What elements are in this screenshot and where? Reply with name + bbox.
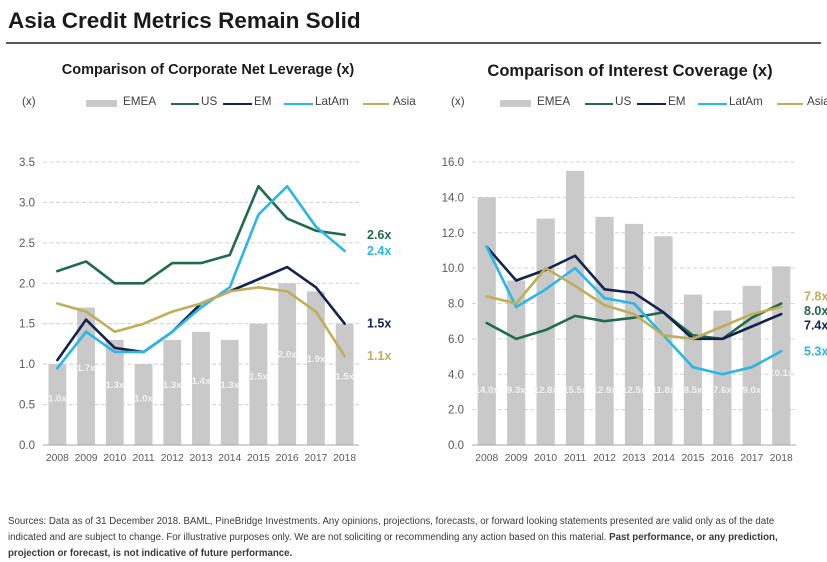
svg-text:1.3x: 1.3x <box>105 380 124 391</box>
svg-text:1.0x: 1.0x <box>134 393 153 404</box>
svg-text:2011: 2011 <box>564 453 586 464</box>
svg-text:1.7x: 1.7x <box>77 363 96 374</box>
svg-text:1.9x: 1.9x <box>307 354 326 365</box>
svg-text:2012: 2012 <box>593 453 616 464</box>
svg-text:2.0: 2.0 <box>19 278 35 290</box>
svg-text:1.4x: 1.4x <box>192 376 211 387</box>
svg-text:2.0: 2.0 <box>448 405 464 417</box>
svg-text:2015: 2015 <box>681 453 704 464</box>
svg-text:2017: 2017 <box>740 453 763 464</box>
svg-text:3.5: 3.5 <box>19 157 35 169</box>
svg-text:11.8x: 11.8x <box>652 385 676 396</box>
svg-text:2012: 2012 <box>161 453 184 464</box>
svg-text:10.1x: 10.1x <box>769 368 794 379</box>
svg-text:1.5x: 1.5x <box>367 317 391 331</box>
svg-text:2011: 2011 <box>132 453 154 464</box>
svg-text:12.9x: 12.9x <box>593 385 618 396</box>
svg-text:1.1x: 1.1x <box>367 349 391 363</box>
svg-text:15.5x: 15.5x <box>563 385 588 396</box>
svg-text:2.6x: 2.6x <box>367 228 391 242</box>
svg-text:2013: 2013 <box>623 453 646 464</box>
svg-text:10.0: 10.0 <box>442 263 464 275</box>
svg-text:0.0: 0.0 <box>448 440 464 452</box>
svg-text:1.0: 1.0 <box>19 359 35 371</box>
svg-text:7.4x: 7.4x <box>804 318 827 332</box>
svg-text:2015: 2015 <box>247 453 270 464</box>
svg-text:2009: 2009 <box>75 453 98 464</box>
svg-text:2.4x: 2.4x <box>367 244 391 258</box>
svg-text:3.0: 3.0 <box>19 197 35 209</box>
svg-text:2018: 2018 <box>770 453 793 464</box>
svg-text:14.0x: 14.0x <box>475 385 500 396</box>
svg-text:16.0: 16.0 <box>442 157 464 169</box>
svg-text:1.3x: 1.3x <box>220 380 239 391</box>
svg-text:9.3x: 9.3x <box>507 385 526 396</box>
svg-text:2009: 2009 <box>505 453 528 464</box>
svg-text:9.0x: 9.0x <box>742 385 761 396</box>
svg-text:4.0: 4.0 <box>448 369 464 381</box>
svg-text:1.5x: 1.5x <box>335 372 354 383</box>
svg-text:1.5x: 1.5x <box>249 372 268 383</box>
svg-text:12.8x: 12.8x <box>534 385 559 396</box>
svg-text:2.5: 2.5 <box>19 238 35 250</box>
svg-text:0.0: 0.0 <box>19 440 35 452</box>
svg-text:0.5: 0.5 <box>19 400 35 412</box>
svg-text:2014: 2014 <box>652 453 675 464</box>
svg-text:2013: 2013 <box>190 453 213 464</box>
svg-text:2018: 2018 <box>333 453 356 464</box>
svg-text:12.5x: 12.5x <box>622 385 647 396</box>
svg-text:2008: 2008 <box>46 453 69 464</box>
svg-text:8.0x: 8.0x <box>804 304 827 318</box>
svg-text:1.5: 1.5 <box>19 319 35 331</box>
svg-text:6.0: 6.0 <box>448 334 464 346</box>
svg-text:2010: 2010 <box>534 453 557 464</box>
svg-text:2016: 2016 <box>276 453 299 464</box>
svg-text:12.0: 12.0 <box>442 228 464 240</box>
svg-text:7.8x: 7.8x <box>804 289 827 303</box>
svg-text:14.0: 14.0 <box>442 192 464 204</box>
svg-text:2010: 2010 <box>103 453 126 464</box>
svg-text:2008: 2008 <box>475 453 498 464</box>
svg-text:5.3x: 5.3x <box>804 344 827 358</box>
svg-text:8.5x: 8.5x <box>684 385 703 396</box>
svg-text:7.6x: 7.6x <box>713 385 732 396</box>
svg-text:1.0x: 1.0x <box>48 393 67 404</box>
svg-text:1.3x: 1.3x <box>163 380 182 391</box>
svg-text:2.0x: 2.0x <box>278 350 297 361</box>
svg-text:2016: 2016 <box>711 453 734 464</box>
svg-text:2017: 2017 <box>304 453 327 464</box>
svg-text:2014: 2014 <box>218 453 241 464</box>
svg-text:8.0: 8.0 <box>448 299 464 311</box>
